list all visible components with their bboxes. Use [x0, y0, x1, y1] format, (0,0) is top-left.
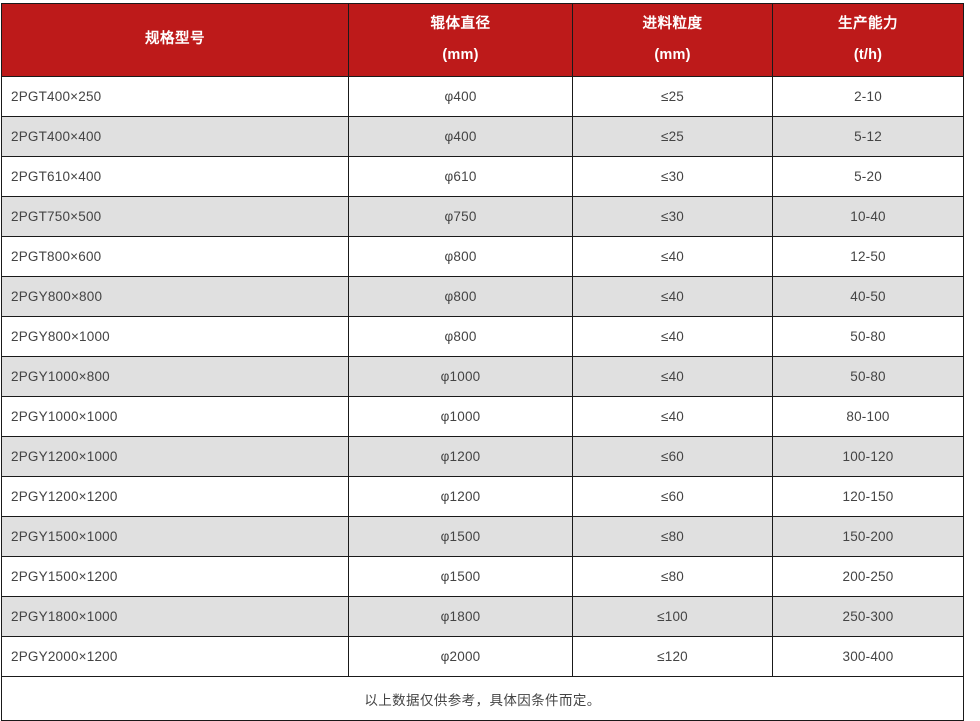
cell-feed-size: ≤80 [572, 556, 773, 597]
cell-capacity: 12-50 [772, 236, 964, 277]
cell-capacity: 120-150 [772, 476, 964, 517]
cell-feed-size: ≤60 [572, 476, 773, 517]
cell-feed-size: ≤30 [572, 156, 773, 197]
cell-capacity: 50-80 [772, 356, 964, 397]
cell-feed-size: ≤40 [572, 236, 773, 277]
cell-capacity: 250-300 [772, 596, 964, 637]
cell-roller-diameter: φ800 [348, 236, 573, 277]
cell-feed-size: ≤40 [572, 316, 773, 357]
cell-model: 2PGY1500×1200 [1, 556, 349, 597]
table-header: 规格型号 辊体直径 (mm) 进料粒度 (mm) 生产能力 (t/h) [1, 3, 964, 77]
cell-roller-diameter: φ1500 [348, 556, 573, 597]
cell-model: 2PGT750×500 [1, 196, 349, 237]
cell-model: 2PGY1000×1000 [1, 396, 349, 437]
column-header-capacity: 生产能力 (t/h) [772, 3, 964, 77]
cell-model: 2PGY800×1000 [1, 316, 349, 357]
table-row: 2PGY1800×1000 φ1800 ≤100 250-300 [1, 596, 964, 637]
column-header-feed-size: 进料粒度 (mm) [572, 3, 773, 77]
table-row: 2PGT800×600 φ800 ≤40 12-50 [1, 236, 964, 277]
table-row: 2PGY1200×1200 φ1200 ≤60 120-150 [1, 476, 964, 517]
cell-roller-diameter: φ750 [348, 196, 573, 237]
cell-model: 2PGY1200×1200 [1, 476, 349, 517]
spec-table-container: 规格型号 辊体直径 (mm) 进料粒度 (mm) 生产能力 (t/h) 2PGT… [1, 3, 965, 721]
cell-feed-size: ≤40 [572, 356, 773, 397]
table-footer: 以上数据仅供参考，具体因条件而定。 [1, 676, 964, 721]
cell-feed-size: ≤80 [572, 516, 773, 557]
cell-model: 2PGY1000×800 [1, 356, 349, 397]
cell-roller-diameter: φ400 [348, 76, 573, 117]
cell-model: 2PGY800×800 [1, 276, 349, 317]
cell-roller-diameter: φ1500 [348, 516, 573, 557]
cell-feed-size: ≤100 [572, 596, 773, 637]
column-header-roller-diameter-unit: (mm) [442, 46, 479, 63]
table-row: 2PGY800×800 φ800 ≤40 40-50 [1, 276, 964, 317]
cell-roller-diameter: φ1200 [348, 476, 573, 517]
header-row: 规格型号 辊体直径 (mm) 进料粒度 (mm) 生产能力 (t/h) [1, 3, 964, 77]
cell-feed-size: ≤25 [572, 116, 773, 157]
table-row: 2PGT750×500 φ750 ≤30 10-40 [1, 196, 964, 237]
cell-capacity: 300-400 [772, 636, 964, 677]
footer-row: 以上数据仅供参考，具体因条件而定。 [1, 676, 964, 721]
cell-capacity: 100-120 [772, 436, 964, 477]
table-row: 2PGY800×1000 φ800 ≤40 50-80 [1, 316, 964, 357]
cell-model: 2PGY1800×1000 [1, 596, 349, 637]
footer-note: 以上数据仅供参考，具体因条件而定。 [1, 676, 964, 721]
cell-roller-diameter: φ1200 [348, 436, 573, 477]
cell-capacity: 50-80 [772, 316, 964, 357]
cell-roller-diameter: φ800 [348, 316, 573, 357]
cell-model: 2PGT400×250 [1, 76, 349, 117]
cell-roller-diameter: φ1800 [348, 596, 573, 637]
table-row: 2PGT400×250 φ400 ≤25 2-10 [1, 76, 964, 117]
cell-model: 2PGT400×400 [1, 116, 349, 157]
column-header-roller-diameter: 辊体直径 (mm) [348, 3, 573, 77]
cell-capacity: 5-12 [772, 116, 964, 157]
cell-roller-diameter: φ400 [348, 116, 573, 157]
cell-capacity: 5-20 [772, 156, 964, 197]
cell-capacity: 200-250 [772, 556, 964, 597]
cell-feed-size: ≤40 [572, 396, 773, 437]
table-row: 2PGY1000×800 φ1000 ≤40 50-80 [1, 356, 964, 397]
cell-model: 2PGY1200×1000 [1, 436, 349, 477]
column-header-roller-diameter-label: 辊体直径 [430, 16, 491, 33]
column-header-capacity-label: 生产能力 [838, 16, 898, 33]
column-header-feed-size-label: 进料粒度 [642, 16, 703, 33]
cell-feed-size: ≤30 [572, 196, 773, 237]
column-header-feed-size-unit: (mm) [654, 46, 691, 63]
cell-roller-diameter: φ800 [348, 276, 573, 317]
table-row: 2PGT400×400 φ400 ≤25 5-12 [1, 116, 964, 157]
table-row: 2PGY1500×1200 φ1500 ≤80 200-250 [1, 556, 964, 597]
cell-model: 2PGT800×600 [1, 236, 349, 277]
cell-feed-size: ≤120 [572, 636, 773, 677]
table-row: 2PGY1200×1000 φ1200 ≤60 100-120 [1, 436, 964, 477]
cell-capacity: 40-50 [772, 276, 964, 317]
cell-capacity: 2-10 [772, 76, 964, 117]
specification-table: 规格型号 辊体直径 (mm) 进料粒度 (mm) 生产能力 (t/h) 2PGT… [1, 3, 964, 721]
cell-feed-size: ≤25 [572, 76, 773, 117]
table-row: 2PGT610×400 φ610 ≤30 5-20 [1, 156, 964, 197]
cell-feed-size: ≤40 [572, 276, 773, 317]
cell-model: 2PGY2000×1200 [1, 636, 349, 677]
table-row: 2PGY2000×1200 φ2000 ≤120 300-400 [1, 636, 964, 677]
cell-feed-size: ≤60 [572, 436, 773, 477]
cell-roller-diameter: φ610 [348, 156, 573, 197]
table-row: 2PGY1000×1000 φ1000 ≤40 80-100 [1, 396, 964, 437]
cell-model: 2PGT610×400 [1, 156, 349, 197]
column-header-capacity-unit: (t/h) [853, 46, 883, 63]
cell-capacity: 10-40 [772, 196, 964, 237]
table-row: 2PGY1500×1000 φ1500 ≤80 150-200 [1, 516, 964, 557]
table-body: 2PGT400×250 φ400 ≤25 2-10 2PGT400×400 φ400 ≤25… [1, 76, 964, 677]
column-header-model: 规格型号 [1, 3, 349, 77]
column-header-model-label: 规格型号 [145, 31, 205, 48]
cell-capacity: 80-100 [772, 396, 964, 437]
cell-roller-diameter: φ1000 [348, 356, 573, 397]
cell-roller-diameter: φ2000 [348, 636, 573, 677]
cell-roller-diameter: φ1000 [348, 396, 573, 437]
cell-capacity: 150-200 [772, 516, 964, 557]
cell-model: 2PGY1500×1000 [1, 516, 349, 557]
